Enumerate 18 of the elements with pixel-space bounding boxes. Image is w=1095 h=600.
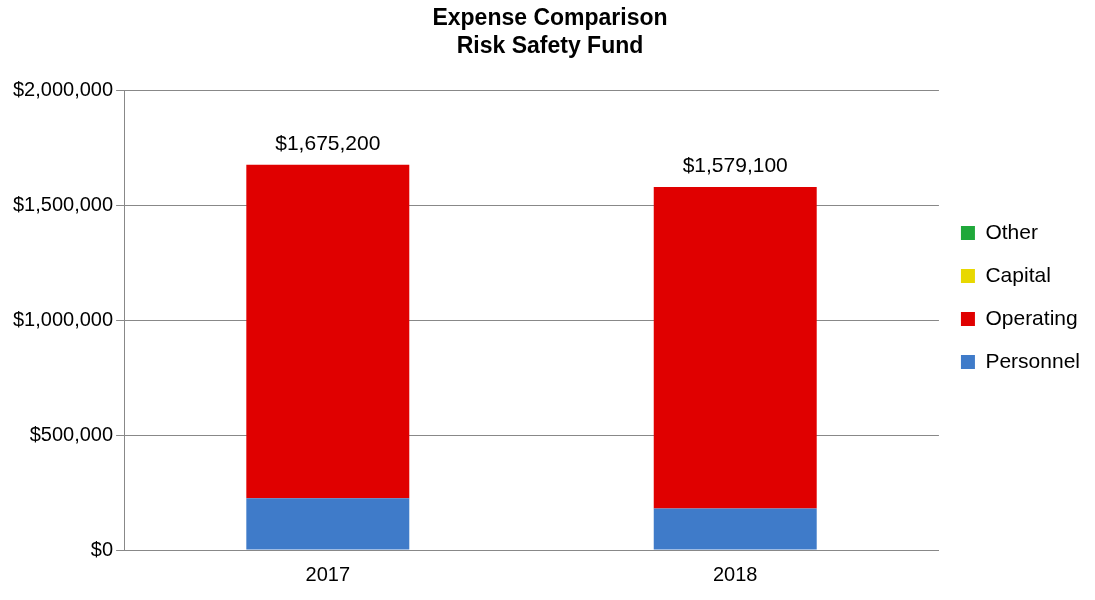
bar <box>246 498 410 550</box>
bar <box>653 508 817 550</box>
bar <box>653 186 817 509</box>
total-label: $1,579,100 <box>682 153 788 177</box>
legend-label: Personnel <box>985 348 1080 372</box>
legend-label: Capital <box>985 262 1051 286</box>
y-tick-label: $0 <box>90 537 114 560</box>
y-tick-label: $500,000 <box>29 422 114 445</box>
x-tick-label: 2018 <box>712 562 758 585</box>
legend-label: Operating <box>985 305 1078 329</box>
y-tick-label: $1,500,000 <box>12 192 114 215</box>
bar <box>246 164 410 499</box>
total-label: $1,675,200 <box>275 131 381 155</box>
chart-title: Expense Comparison Risk Safety Fund <box>432 4 668 58</box>
y-tick-label: $2,000,000 <box>12 77 114 100</box>
legend-label: Other <box>985 219 1038 243</box>
y-tick-label: $1,000,000 <box>12 307 114 330</box>
x-tick-label: 2017 <box>305 562 351 585</box>
